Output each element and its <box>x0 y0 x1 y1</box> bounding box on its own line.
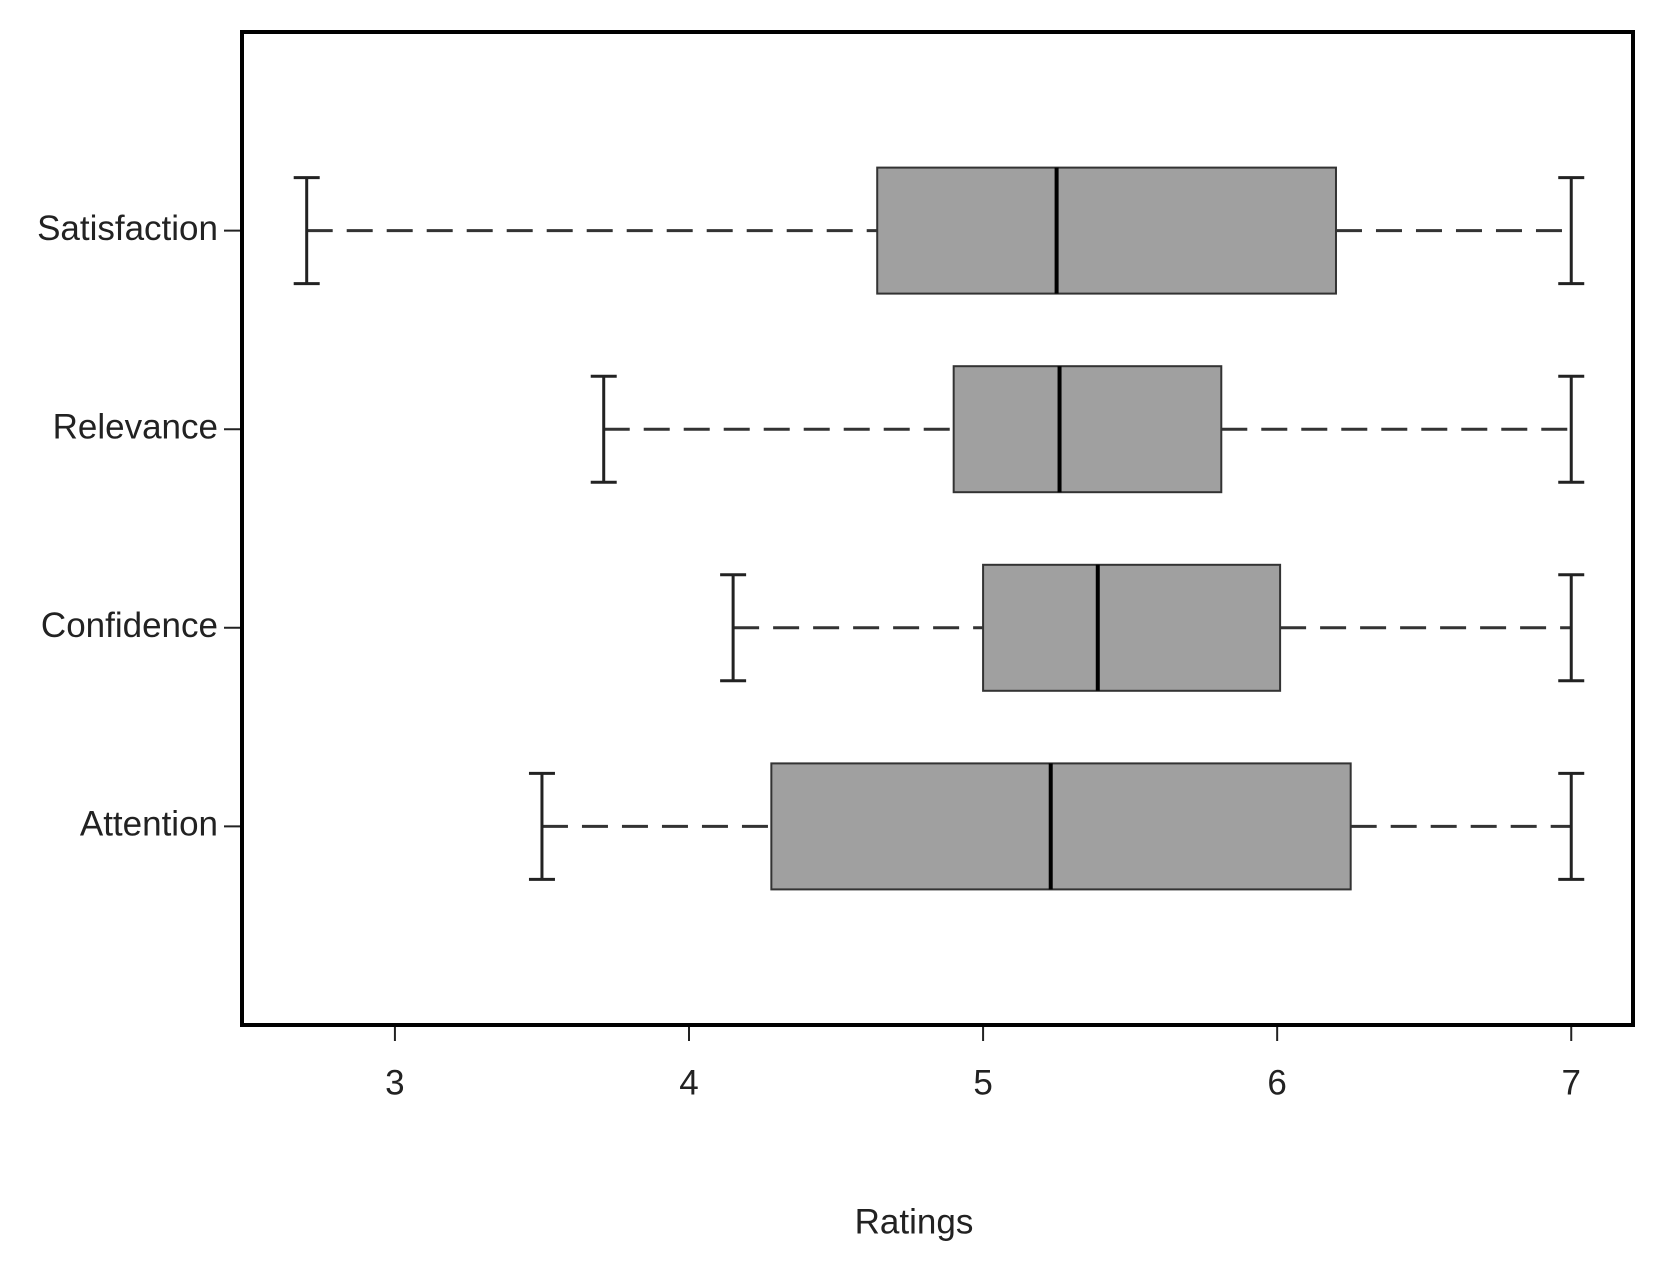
x-axis-label: Ratings <box>855 1202 974 1241</box>
x-tick-label: 3 <box>385 1063 404 1102</box>
x-tick-label: 7 <box>1562 1063 1581 1102</box>
box <box>876 166 1337 295</box>
plot-frame <box>240 30 1635 1027</box>
x-tick-label: 6 <box>1267 1063 1286 1102</box>
y-tick-label: Attention <box>80 805 218 844</box>
y-tick-label: Satisfaction <box>37 209 218 248</box>
box <box>770 762 1352 891</box>
y-tick-label: Confidence <box>41 606 218 645</box>
box <box>982 563 1282 692</box>
box <box>952 365 1223 494</box>
x-tick-label: 5 <box>973 1063 992 1102</box>
x-tick-label: 4 <box>679 1063 698 1102</box>
y-tick-label: Relevance <box>53 407 218 446</box>
